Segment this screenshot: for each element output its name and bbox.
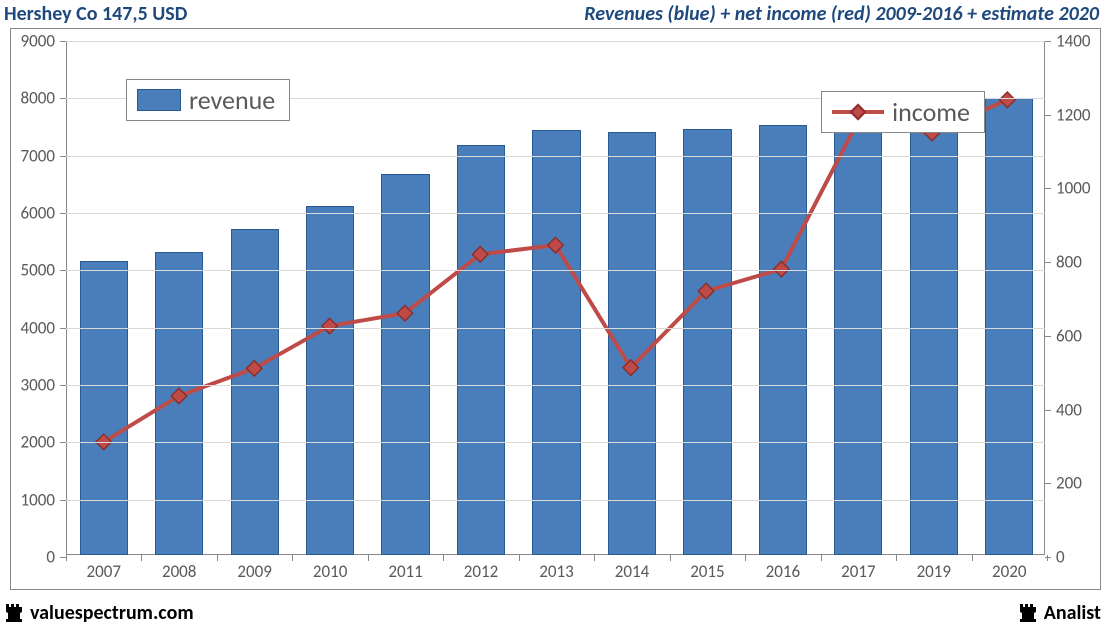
legend-revenue: revenue	[126, 79, 290, 121]
x-axis-label: 2020	[992, 561, 1026, 582]
x-axis-label: 2008	[162, 561, 196, 582]
footer-left-brand: valuespectrum.com	[4, 601, 194, 625]
grid-line	[66, 270, 1045, 271]
grid-line	[66, 385, 1045, 386]
footer-right-text: Analist	[1044, 601, 1101, 625]
grid-line	[66, 442, 1045, 443]
y-left-label: 7000	[11, 145, 61, 166]
footer: valuespectrum.com Analist	[4, 601, 1101, 625]
x-axis-label: 2011	[388, 561, 422, 582]
grid-line	[66, 41, 1045, 42]
x-axis-label: 2019	[917, 561, 951, 582]
grid-line	[66, 213, 1045, 214]
title-right: Revenues (blue) + net income (red) 2009-…	[584, 2, 1099, 26]
x-axis-label: 2007	[86, 561, 120, 582]
grid-line	[66, 156, 1045, 157]
y-left-label: 2000	[11, 432, 61, 453]
y-right-label: 600	[1050, 325, 1100, 346]
legend-revenue-swatch	[137, 89, 181, 111]
rook-icon	[1018, 602, 1038, 624]
x-axis-label: 2017	[841, 561, 875, 582]
income-marker	[774, 261, 790, 277]
y-right-label: 800	[1050, 252, 1100, 273]
income-marker	[247, 361, 263, 377]
y-right-label: 400	[1050, 399, 1100, 420]
x-axis-label: 2015	[690, 561, 724, 582]
y-right-label: 0	[1050, 547, 1100, 568]
y-left-label: 8000	[11, 88, 61, 109]
y-right-label: 200	[1050, 473, 1100, 494]
legend-revenue-label: revenue	[189, 84, 275, 116]
income-marker	[1000, 92, 1016, 108]
y-left-label: 0	[11, 547, 61, 568]
rook-icon	[4, 602, 24, 624]
y-right-label: 1000	[1050, 178, 1100, 199]
y-left-label: 4000	[11, 317, 61, 338]
income-marker	[322, 318, 338, 334]
y-right-label: 1400	[1050, 31, 1100, 52]
y-right-label: 1200	[1050, 104, 1100, 125]
y-left-label: 1000	[11, 489, 61, 510]
grid-line	[66, 328, 1045, 329]
x-axis-label: 2016	[766, 561, 800, 582]
footer-right-brand: Analist	[1018, 601, 1101, 625]
y-left-label: 9000	[11, 31, 61, 52]
y-left-label: 5000	[11, 260, 61, 281]
x-axis-label: 2014	[615, 561, 649, 582]
x-axis-label: 2012	[464, 561, 498, 582]
title-left: Hershey Co 147,5 USD	[4, 2, 187, 26]
y-left-label: 3000	[11, 375, 61, 396]
chart-header: Hershey Co 147,5 USD Revenues (blue) + n…	[0, 0, 1111, 28]
y-left-label: 6000	[11, 203, 61, 224]
x-axis-label: 2009	[237, 561, 271, 582]
x-axis-labels: 2007 2008 2009 2010 2011 2012 2013 2014 2015 2016…	[66, 561, 1045, 583]
x-axis-label: 2013	[539, 561, 573, 582]
chart-container: 2007 2008 2009 2010 2011 2012 2013 2014 2015 2016…	[10, 28, 1101, 590]
legend-income-swatch	[832, 104, 884, 120]
legend-income-label: income	[892, 96, 970, 128]
x-tick	[1047, 555, 1048, 561]
footer-left-text: valuespectrum.com	[30, 601, 194, 625]
x-axis-label: 2010	[313, 561, 347, 582]
grid-line	[66, 500, 1045, 501]
legend-income: income	[821, 91, 985, 133]
